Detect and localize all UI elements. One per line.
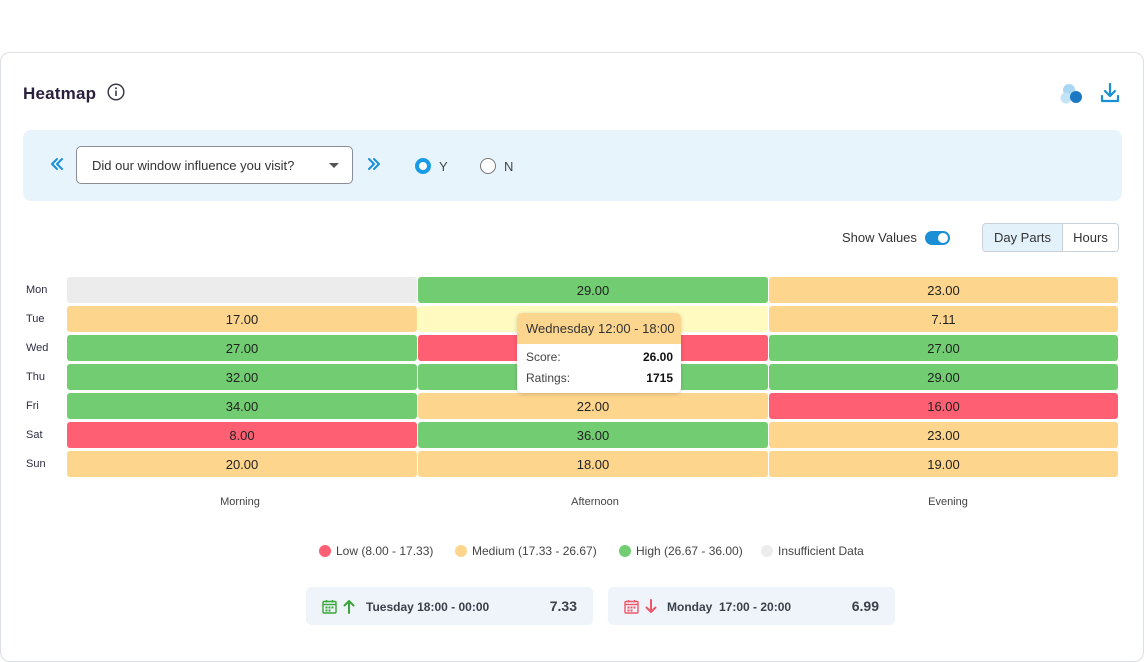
row-label-fri: Fri (26, 400, 39, 412)
row-label-wed: Wed (26, 342, 49, 354)
legend-dot-high (619, 545, 631, 557)
worst-slot-label: Monday 17:00 - 20:00 (667, 600, 792, 614)
legend-label-medium: Medium (17.33 - 26.67) (472, 544, 597, 558)
info-icon[interactable] (107, 83, 125, 101)
row-label-sun: Sun (26, 458, 46, 470)
heatmap-cell-thu-evening[interactable]: 29.00 (769, 364, 1118, 390)
heatmap-tooltip: Wednesday 12:00 - 18:00 Score: 26.00 Rat… (517, 313, 681, 393)
legend-item-high[interactable]: High (26.67 - 36.00) (619, 544, 743, 558)
heatmap-cell-tue-evening[interactable]: 7.11 (769, 306, 1118, 332)
cluster-icon[interactable] (1058, 82, 1086, 106)
chevron-double-right-icon[interactable] (366, 156, 382, 172)
heatmap-cell-tue-morning[interactable]: 17.00 (67, 306, 417, 332)
legend-label-low: Low (8.00 - 17.33) (336, 544, 434, 558)
legend-dot-medium (455, 545, 467, 557)
arrow-up-icon (343, 600, 355, 614)
card-title: Heatmap (23, 84, 97, 103)
filter-bar: Did our window influence you visit? Y N (23, 130, 1122, 201)
heatmap-cell-fri-afternoon[interactable]: 22.00 (418, 393, 768, 419)
segment-day-parts[interactable]: Day Parts (983, 224, 1063, 251)
show-values-label: Show Values (842, 230, 917, 245)
heatmap-cell-sat-afternoon[interactable]: 36.00 (418, 422, 768, 448)
tooltip-ratings-row: Ratings: 1715 (526, 371, 673, 385)
heatmap-cell-mon-morning[interactable] (67, 277, 417, 303)
download-icon[interactable] (1099, 82, 1121, 104)
heatmap-cell-sun-morning[interactable]: 20.00 (67, 451, 417, 477)
calendar-icon (322, 600, 337, 614)
radio-n[interactable] (480, 158, 496, 174)
caret-down-icon (329, 163, 339, 168)
tooltip-ratings-label: Ratings: (526, 371, 571, 385)
heatmap-cell-fri-evening[interactable]: 16.00 (769, 393, 1118, 419)
row-label-thu: Thu (26, 371, 45, 383)
legend-item-low[interactable]: Low (8.00 - 17.33) (319, 544, 433, 558)
tooltip-score-value: 26.00 (642, 350, 673, 364)
tooltip-ratings-value: 1715 (646, 371, 673, 385)
legend-label-high: High (26.67 - 36.00) (636, 544, 743, 558)
toggle-knob (938, 233, 948, 243)
worst-slot-card: Monday 17:00 - 20:00 6.99 (608, 587, 895, 625)
best-slot-label: Tuesday 18:00 - 00:00 (366, 600, 490, 614)
column-label-evening: Evening (928, 496, 968, 508)
legend-dot-low (319, 545, 331, 557)
heatmap-card: Heatmap Did our window influence you vis… (0, 52, 1144, 662)
tooltip-title: Wednesday 12:00 - 18:00 (517, 313, 681, 344)
best-slot-value: 7.33 (549, 598, 577, 614)
heatmap-cell-mon-evening[interactable]: 23.00 (769, 277, 1118, 303)
legend-label-insufficient: Insufficient Data (778, 544, 864, 558)
row-label-sat: Sat (26, 429, 43, 441)
heatmap-cell-wed-evening[interactable]: 27.00 (769, 335, 1118, 361)
tooltip-score-row: Score: 26.00 (526, 350, 673, 364)
column-label-afternoon: Afternoon (571, 496, 619, 508)
heatmap-cell-sun-afternoon[interactable]: 18.00 (418, 451, 768, 477)
legend-dot-insufficient (761, 545, 773, 557)
legend-item-medium[interactable]: Medium (17.33 - 26.67) (455, 544, 597, 558)
worst-slot-value: 6.99 (851, 598, 879, 614)
best-slot-card: Tuesday 18:00 - 00:00 7.33 (306, 587, 593, 625)
tooltip-score-label: Score: (526, 350, 561, 364)
row-label-tue: Tue (26, 313, 45, 325)
heatmap-cell-mon-afternoon[interactable]: 29.00 (418, 277, 768, 303)
radio-n-label: N (504, 159, 514, 174)
segment-hours[interactable]: Hours (1063, 224, 1118, 251)
radio-y[interactable] (415, 158, 431, 174)
legend-item-insufficient[interactable]: Insufficient Data (761, 544, 864, 558)
show-values-toggle[interactable] (925, 231, 950, 245)
row-label-mon: Mon (26, 284, 48, 296)
question-select[interactable]: Did our window influence you visit? (76, 146, 353, 184)
heatmap-cell-wed-morning[interactable]: 27.00 (67, 335, 417, 361)
heatmap-cell-fri-morning[interactable]: 34.00 (67, 393, 417, 419)
heatmap-cell-sat-morning[interactable]: 8.00 (67, 422, 417, 448)
calendar-icon (624, 600, 639, 614)
chevron-double-left-icon[interactable] (49, 156, 65, 172)
view-segment: Day Parts Hours (982, 223, 1119, 252)
arrow-down-icon (645, 599, 657, 613)
column-label-morning: Morning (220, 496, 260, 508)
heatmap-cell-sun-evening[interactable]: 19.00 (769, 451, 1118, 477)
radio-y-label: Y (439, 159, 448, 174)
heatmap-cell-thu-morning[interactable]: 32.00 (67, 364, 417, 390)
heatmap-cell-sat-evening[interactable]: 23.00 (769, 422, 1118, 448)
question-select-value: Did our window influence you visit? (92, 158, 295, 173)
